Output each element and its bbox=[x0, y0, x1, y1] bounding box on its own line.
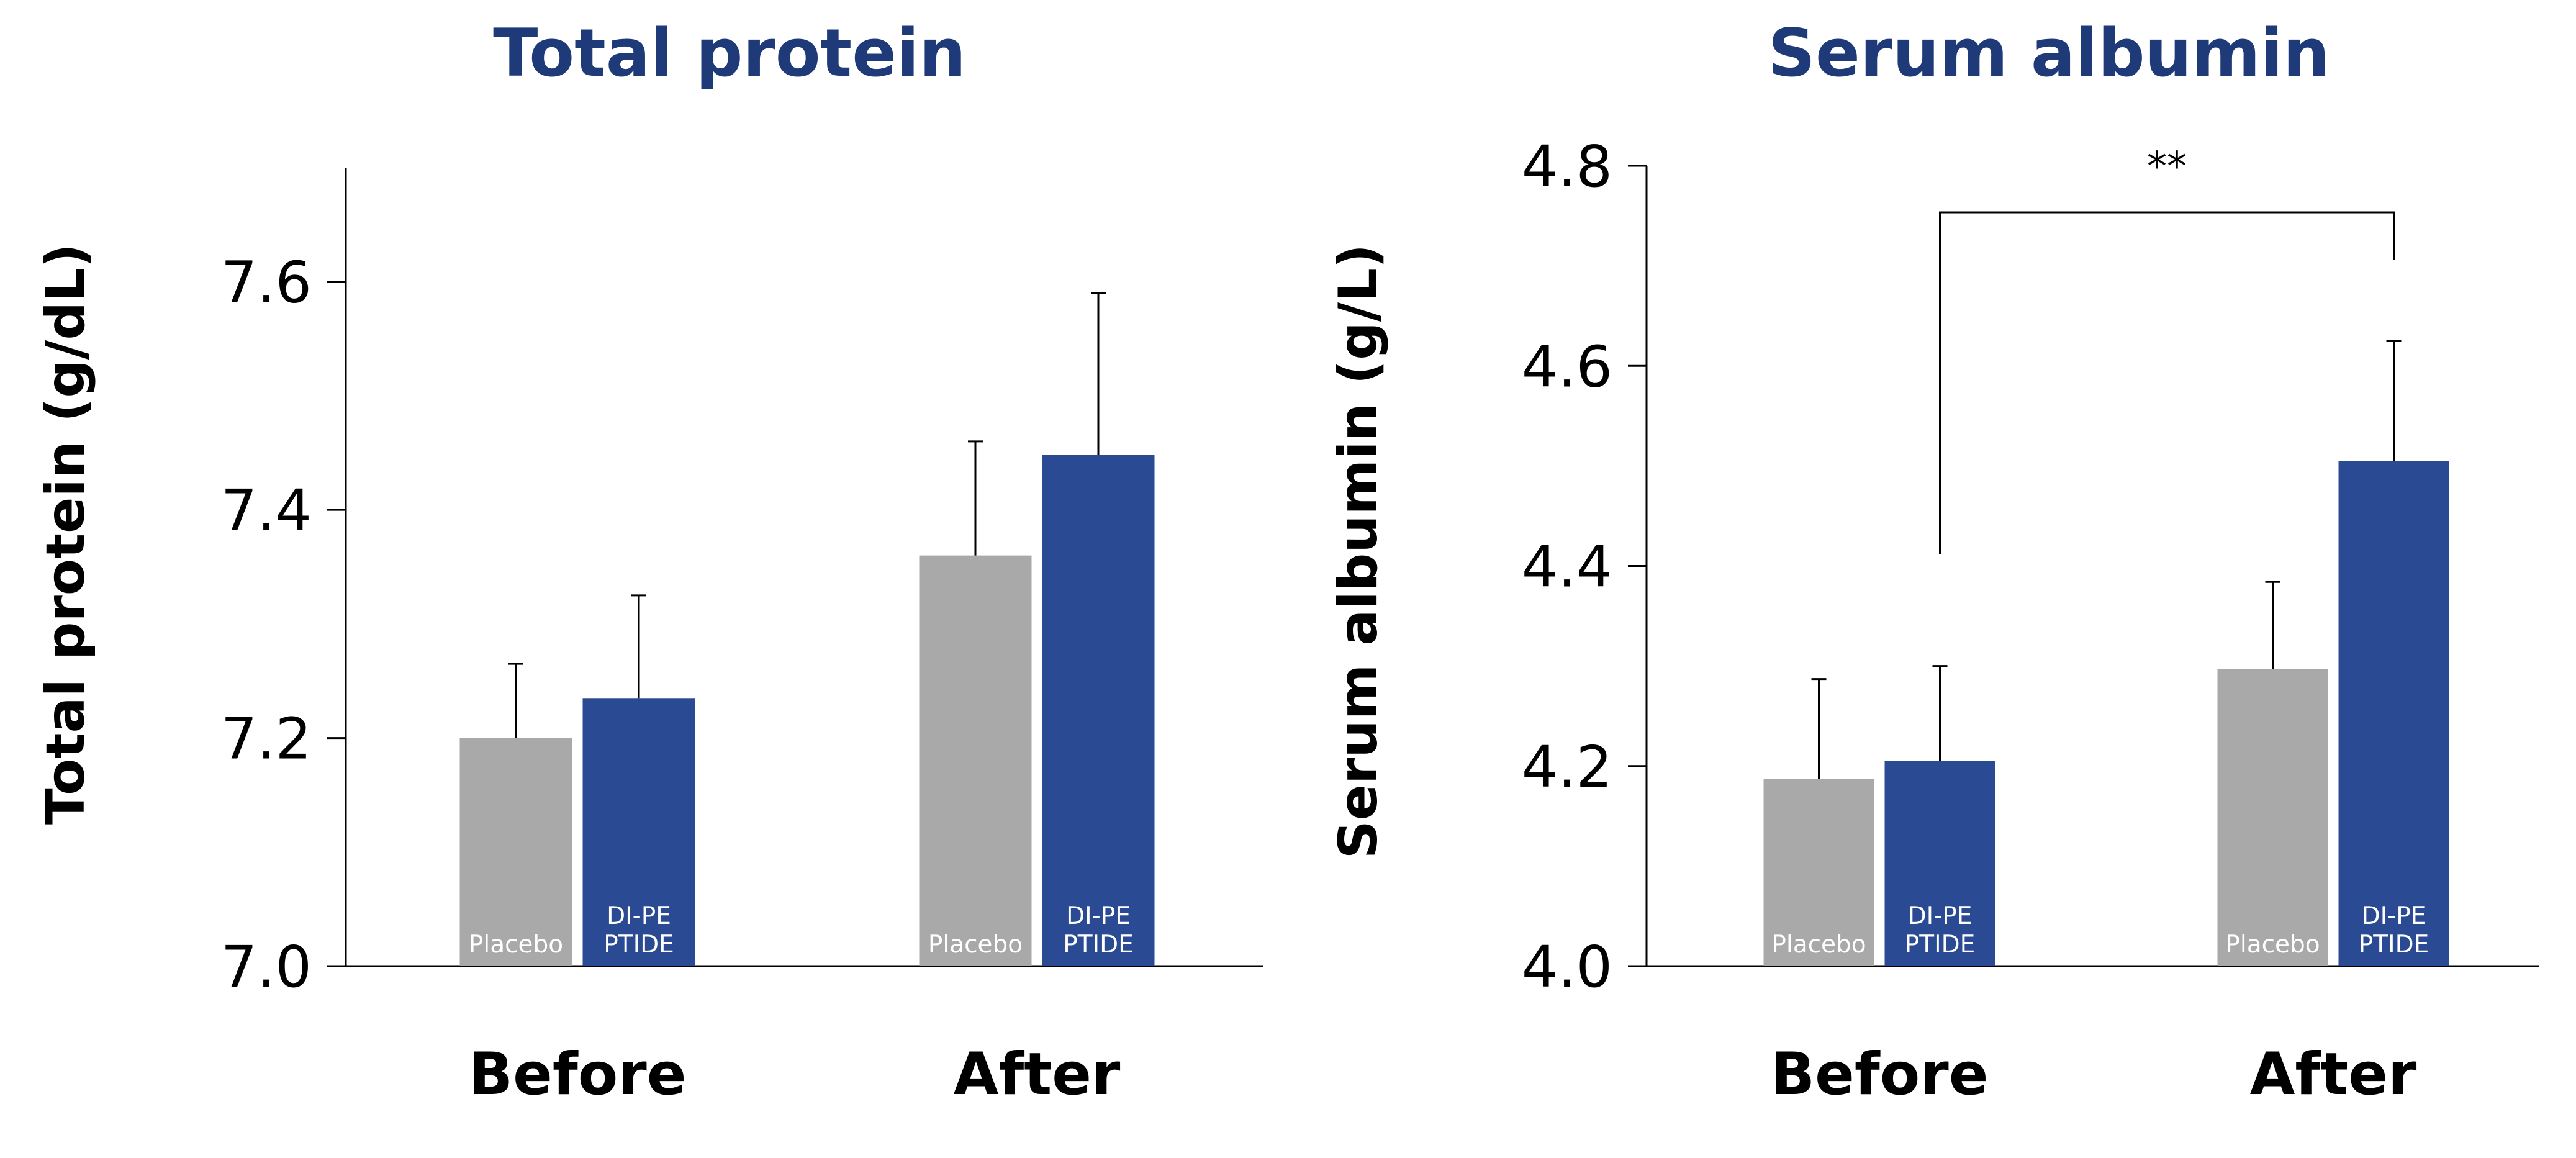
y-tick-label-0-1: 7.2 bbox=[221, 706, 312, 772]
category-label-0-1: After bbox=[954, 1041, 1121, 1108]
y-tick-label-0-0: 7.0 bbox=[221, 934, 312, 1000]
bar-0-after-1 bbox=[1042, 455, 1155, 966]
bar-1-after-1 bbox=[2338, 461, 2449, 966]
significance-label-1: ** bbox=[2147, 144, 2187, 190]
bar-1-after-0 bbox=[2217, 669, 2328, 966]
bar-label-1-0-0-0: Placebo bbox=[1771, 931, 1866, 959]
y-tick-label-1-4: 4.8 bbox=[1522, 133, 1612, 200]
y-tick-label-1-2: 4.4 bbox=[1522, 534, 1612, 600]
bar-1-before-1 bbox=[1884, 761, 1995, 966]
bar-1-before-0 bbox=[1763, 779, 1874, 966]
bar-label-0-1-0-0: Placebo bbox=[928, 931, 1023, 959]
y-axis-label-1: Serum albumin (g/L) bbox=[1327, 244, 1390, 859]
bar-label-1-0-1-0: DI-PE bbox=[1908, 902, 1973, 930]
bar-label-0-0-1-0: DI-PE bbox=[607, 902, 671, 930]
significance-bracket-1 bbox=[1939, 211, 2395, 554]
bar-label-1-0-1-1: PTIDE bbox=[1905, 931, 1976, 959]
bar-label-1-1-0-0: Placebo bbox=[2225, 931, 2320, 959]
bar-label-0-0-0-0: Placebo bbox=[469, 931, 563, 959]
bar-0-after-0 bbox=[919, 555, 1032, 966]
bar-label-0-1-1-0: DI-PE bbox=[1066, 902, 1131, 930]
y-tick-label-1-3: 4.6 bbox=[1522, 333, 1612, 400]
bar-label-1-1-1-1: PTIDE bbox=[2359, 931, 2429, 959]
category-label-1-0: Before bbox=[1771, 1041, 1989, 1108]
y-tick-label-1-0: 4.0 bbox=[1522, 934, 1612, 1000]
bar-0-before-1 bbox=[582, 698, 695, 966]
y-tick-label-1-1: 4.2 bbox=[1522, 734, 1612, 800]
bar-label-1-1-1-0: DI-PE bbox=[2362, 902, 2426, 930]
chart-title-1: Serum albumin bbox=[1768, 15, 2330, 91]
y-axis-label-0: Total protein (g/dL) bbox=[35, 243, 97, 825]
category-label-1-1: After bbox=[2250, 1041, 2417, 1108]
y-tick-label-0-3: 7.6 bbox=[221, 250, 312, 316]
bar-0-before-0 bbox=[459, 738, 572, 966]
bar-label-0-1-1-1: PTIDE bbox=[1063, 931, 1134, 959]
category-label-0-0: Before bbox=[469, 1041, 687, 1108]
y-tick-label-0-2: 7.4 bbox=[221, 477, 312, 544]
bar-label-0-0-1-1: PTIDE bbox=[603, 931, 674, 959]
chart-title-0: Total protein bbox=[493, 15, 966, 91]
